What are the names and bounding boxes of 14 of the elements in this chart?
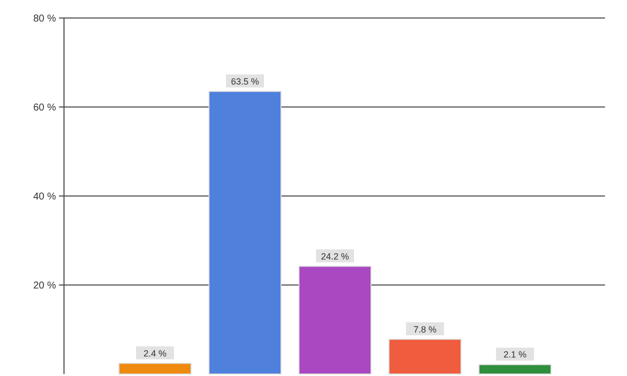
y-tick-label: 60 %: [33, 102, 56, 114]
y-tick-label: 80 %: [33, 14, 56, 24]
data-label: 24.2 %: [320, 251, 350, 262]
bar: [388, 338, 462, 374]
bar: [118, 362, 192, 374]
data-label: 7.8 %: [413, 324, 437, 334]
bar: [208, 90, 282, 374]
y-tick-label: 20 %: [33, 280, 56, 292]
bar: [298, 266, 372, 374]
bar: [478, 364, 552, 374]
data-label: 2.1 %: [503, 350, 527, 360]
y-tick-label: 40 %: [33, 192, 56, 202]
data-label: 2.4 %: [143, 348, 167, 358]
data-label: 63.5 %: [230, 76, 260, 86]
